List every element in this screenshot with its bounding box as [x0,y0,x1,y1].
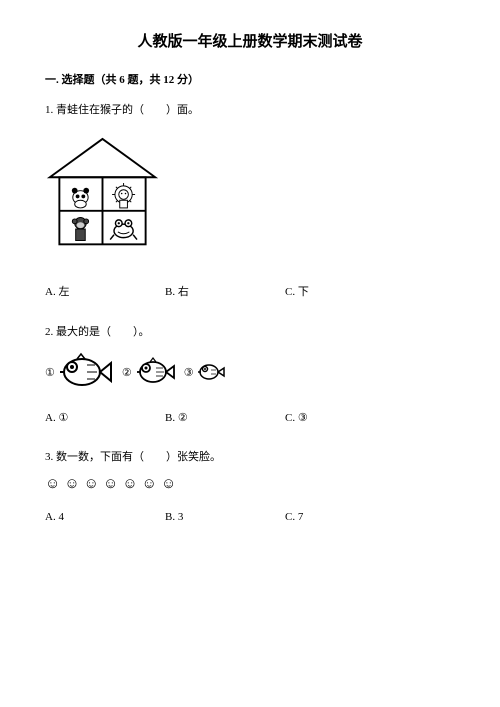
q1-option-c: C. 下 [285,283,405,299]
monkey-icon [72,218,88,241]
q1-option-b: B. 右 [165,283,285,299]
q2-option-b: B. ② [165,411,285,424]
fish-label-1: ① [45,366,55,379]
smiley-icon: ☺ [64,476,79,493]
fish-3-icon [196,361,226,383]
fish-label-3: ③ [184,366,194,379]
fish-row: ① ② ③ [45,351,455,393]
house-diagram [45,137,160,252]
fish-label-2: ② [122,366,132,379]
fish-1-icon [57,351,112,393]
smiley-icon: ☺ [161,476,176,493]
smiley-icon: ☺ [45,476,60,493]
section-heading: 一. 选择题（共 6 题，共 12 分） [45,71,455,87]
q3-option-c: C. 7 [285,511,405,523]
fish-2-icon [134,356,176,388]
q2-option-a: A. ① [45,411,165,424]
question-3-text: 3. 数一数，下面有（ ）张笑脸。 [45,448,455,464]
frog-icon [110,220,137,240]
q1-option-a: A. 左 [45,283,165,299]
q2-option-c: C. ③ [285,411,405,424]
smiley-icon: ☺ [122,476,137,493]
lion-icon [112,183,135,208]
q3-option-b: B. 3 [165,511,285,523]
question-2-text: 2. 最大的是（ ）。 [45,323,455,339]
smiley-icon: ☺ [142,476,157,493]
smiley-row: ☺ ☺ ☺ ☺ ☺ ☺ ☺ [45,476,455,493]
panda-icon [72,188,89,208]
smiley-icon: ☺ [84,476,99,493]
smiley-icon: ☺ [103,476,118,493]
q3-options: A. 4 B. 3 C. 7 [45,511,455,523]
q3-option-a: A. 4 [45,511,165,523]
q2-options: A. ① B. ② C. ③ [45,411,455,424]
page-title: 人教版一年级上册数学期末测试卷 [45,30,455,51]
q1-options: A. 左 B. 右 C. 下 [45,283,455,299]
question-1-text: 1. 青蛙住在猴子的（ ）面。 [45,101,455,117]
